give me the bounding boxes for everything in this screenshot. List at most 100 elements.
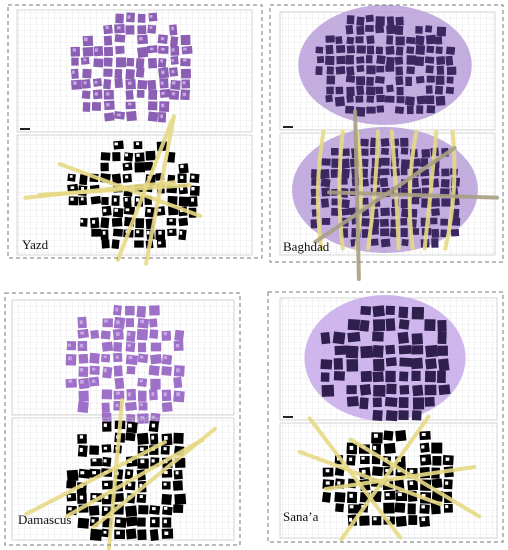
building-block bbox=[400, 228, 408, 237]
building-block bbox=[114, 78, 124, 89]
building-block bbox=[103, 24, 113, 35]
street bbox=[57, 162, 203, 218]
building-block bbox=[81, 90, 91, 100]
building-block bbox=[341, 199, 350, 209]
courtyard bbox=[115, 403, 119, 408]
building-block bbox=[435, 46, 443, 54]
courtyard bbox=[117, 113, 121, 117]
building-block bbox=[340, 177, 348, 185]
building-block bbox=[346, 66, 355, 76]
building-block bbox=[115, 57, 127, 68]
building-block bbox=[334, 492, 346, 503]
courtyard bbox=[72, 70, 75, 74]
courtyard bbox=[127, 343, 131, 348]
building-block bbox=[136, 305, 147, 318]
street bbox=[443, 129, 457, 251]
building-block bbox=[346, 359, 359, 372]
building-block bbox=[137, 79, 148, 90]
building-block bbox=[101, 239, 110, 249]
building-block bbox=[334, 345, 348, 356]
building-block bbox=[133, 141, 143, 150]
building-block bbox=[385, 305, 395, 316]
building-block bbox=[424, 56, 435, 64]
building-block bbox=[385, 410, 398, 422]
building-block bbox=[359, 515, 370, 526]
building-block bbox=[124, 401, 138, 412]
building-block bbox=[366, 35, 375, 45]
building-block bbox=[321, 491, 332, 503]
courtyard bbox=[171, 92, 176, 96]
courtyard bbox=[113, 198, 117, 202]
building-block bbox=[88, 505, 100, 516]
building-block bbox=[341, 168, 350, 179]
building-block bbox=[384, 396, 398, 408]
building-block bbox=[173, 432, 184, 444]
building-block bbox=[395, 36, 405, 46]
building-block bbox=[425, 344, 439, 358]
courtyard bbox=[92, 495, 97, 499]
building-block bbox=[136, 493, 147, 503]
building-block bbox=[430, 217, 438, 225]
street bbox=[422, 129, 439, 251]
building-block bbox=[370, 238, 379, 246]
courtyard bbox=[349, 457, 353, 462]
building-block bbox=[431, 228, 440, 238]
building-block bbox=[437, 319, 447, 332]
building-block bbox=[384, 490, 396, 501]
building-block bbox=[437, 331, 447, 345]
building-block bbox=[398, 319, 410, 330]
building-block bbox=[319, 169, 330, 179]
building-block bbox=[375, 46, 384, 55]
building-block bbox=[144, 161, 154, 171]
building-block bbox=[178, 229, 187, 241]
building-block bbox=[395, 66, 404, 76]
courtyard bbox=[164, 531, 169, 536]
courtyard bbox=[127, 102, 132, 106]
building-block bbox=[412, 384, 424, 397]
building-block bbox=[136, 432, 149, 445]
building-block bbox=[411, 370, 421, 382]
building-block bbox=[355, 106, 366, 117]
courtyard bbox=[385, 493, 390, 497]
courtyard bbox=[175, 343, 180, 348]
building-block bbox=[71, 57, 79, 66]
building-block bbox=[372, 331, 384, 342]
building-block bbox=[180, 68, 192, 79]
courtyard bbox=[164, 471, 168, 475]
building-block bbox=[356, 16, 365, 27]
building-block bbox=[155, 229, 165, 240]
building-block bbox=[426, 105, 436, 114]
district-outline bbox=[304, 295, 466, 421]
building-block bbox=[407, 503, 416, 515]
building-block bbox=[361, 158, 369, 167]
building-block bbox=[379, 168, 390, 176]
courtyard bbox=[151, 392, 155, 396]
courtyard bbox=[116, 320, 120, 325]
building-block bbox=[114, 516, 127, 528]
courtyard bbox=[83, 58, 87, 62]
building-block bbox=[161, 401, 173, 413]
scale-bar bbox=[283, 416, 293, 418]
building-block bbox=[401, 238, 409, 247]
courtyard bbox=[373, 517, 377, 521]
building-block bbox=[386, 35, 394, 45]
courtyard bbox=[125, 175, 129, 179]
building-block bbox=[345, 345, 359, 359]
building-block bbox=[101, 196, 109, 205]
courtyard bbox=[136, 153, 140, 157]
building-block bbox=[172, 480, 183, 491]
building-block bbox=[395, 46, 404, 56]
building-block bbox=[336, 45, 346, 54]
courtyard bbox=[127, 471, 131, 475]
building-block bbox=[398, 306, 409, 319]
building-block bbox=[436, 56, 446, 65]
building-block bbox=[101, 456, 112, 467]
building-block bbox=[77, 434, 87, 444]
building-block bbox=[396, 96, 405, 104]
building-block bbox=[385, 344, 396, 355]
street bbox=[348, 437, 482, 519]
building-block bbox=[360, 345, 374, 359]
panel-frame bbox=[267, 291, 504, 543]
building-block bbox=[325, 55, 335, 66]
building-block bbox=[89, 528, 103, 541]
